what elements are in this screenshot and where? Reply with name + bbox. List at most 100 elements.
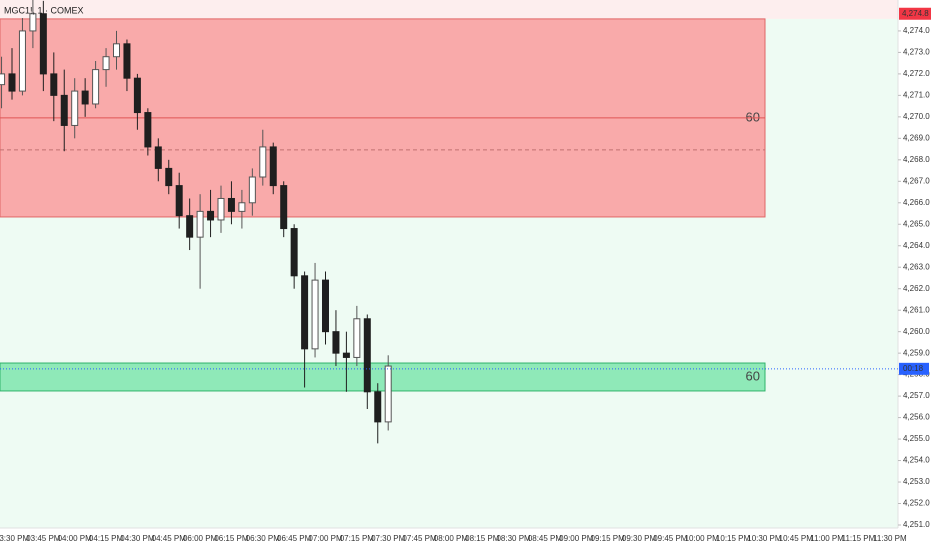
candle-body — [259, 146, 267, 178]
candle-body — [363, 318, 371, 393]
candle-body — [8, 73, 16, 92]
plot-layer: 60 60 — [0, 0, 898, 444]
x-tick-label: 11:30 PM — [873, 534, 907, 543]
x-tick-label: 08:30 PM — [496, 534, 531, 543]
candle-body — [311, 279, 319, 350]
candle-body — [384, 365, 392, 423]
candle-body — [165, 167, 173, 187]
candle-body — [81, 90, 89, 105]
candle-body — [39, 13, 47, 75]
candle-body — [238, 202, 246, 212]
x-tick-label: 04:00 PM — [58, 534, 93, 543]
candle-body — [353, 318, 361, 358]
y-tick-label: 4,265.0 — [903, 219, 930, 228]
candle-body — [71, 90, 79, 126]
candle-body — [342, 352, 350, 358]
chart-title: MGC1!, 1 · COMEX — [4, 5, 84, 15]
price-tag-label: 4,274.8 — [902, 9, 929, 18]
y-tick-label: 4,270.0 — [903, 112, 930, 121]
x-tick-label: 10:45 PM — [779, 534, 814, 543]
x-tick-label: 07:30 PM — [371, 534, 406, 543]
countdown-label: 00:18 — [903, 364, 924, 373]
y-tick-label: 4,255.0 — [903, 434, 930, 443]
upper-background — [0, 0, 898, 19]
x-tick-label: 08:15 PM — [465, 534, 500, 543]
x-tick-label: 09:45 PM — [653, 534, 688, 543]
x-tick-label: 03:45 PM — [26, 534, 61, 543]
zone-label: 60 — [746, 368, 760, 383]
candle-body — [269, 146, 277, 187]
candle-body — [60, 94, 68, 126]
y-tick-label: 4,264.0 — [903, 241, 930, 250]
candle-body — [332, 331, 340, 354]
x-tick-label: 09:30 PM — [622, 534, 657, 543]
y-tick-label: 4,261.0 — [903, 305, 930, 314]
x-tick-label: 06:15 PM — [214, 534, 249, 543]
candle-body — [227, 197, 235, 212]
x-tick-label: 10:30 PM — [747, 534, 782, 543]
x-tick-label: 04:15 PM — [89, 534, 124, 543]
candle-body — [133, 77, 141, 114]
zone — [0, 362, 766, 392]
x-tick-label: 06:00 PM — [183, 534, 218, 543]
x-tick-label: 10:15 PM — [716, 534, 751, 543]
candle-body — [29, 13, 37, 32]
x-tick-label: 08:00 PM — [434, 534, 469, 543]
candle-body — [154, 146, 162, 169]
x-tick-label: 11:00 PM — [810, 534, 844, 543]
y-tick-label: 4,254.0 — [903, 456, 930, 465]
x-tick-label: 03:30 PM — [0, 534, 29, 543]
x-tick-label: 06:45 PM — [277, 534, 312, 543]
candle-body — [217, 197, 225, 221]
x-tick-label: 08:45 PM — [528, 534, 563, 543]
candle-body — [113, 43, 120, 58]
zone-label: 60 — [746, 109, 760, 124]
y-tick-label: 4,262.0 — [903, 284, 930, 293]
y-tick-label: 4,271.0 — [903, 90, 930, 99]
candle-body — [92, 69, 100, 105]
last-price-tag — [899, 362, 929, 375]
candle-body — [280, 185, 288, 230]
candle-body — [196, 210, 204, 238]
y-tick-label: 4,253.0 — [903, 477, 930, 486]
x-tick-label: 04:30 PM — [120, 534, 155, 543]
candle-body — [301, 275, 309, 350]
y-tick-label: 4,256.0 — [903, 413, 930, 422]
x-tick-label: 11:15 PM — [842, 534, 876, 543]
x-tick-label: 06:30 PM — [246, 534, 281, 543]
x-tick-label: 07:00 PM — [308, 534, 343, 543]
candle-body — [186, 215, 194, 238]
y-tick-label: 4,273.0 — [903, 48, 930, 57]
y-tick-label: 4,263.0 — [903, 262, 930, 271]
y-tick-label: 4,267.0 — [903, 176, 930, 185]
y-tick-label: 4,274.0 — [903, 26, 930, 35]
candle-body — [290, 228, 298, 277]
candle-body — [144, 112, 152, 148]
x-tick-label: 09:15 PM — [591, 534, 626, 543]
candle-body — [207, 210, 215, 221]
y-tick-label: 4,266.0 — [903, 198, 930, 207]
y-tick-label: 4,260.0 — [903, 327, 930, 336]
y-tick-label: 4,259.0 — [903, 348, 930, 357]
candle-body — [175, 185, 183, 217]
candle-body — [374, 391, 382, 423]
candle-body — [50, 73, 58, 96]
x-tick-label: 09:00 PM — [559, 534, 594, 543]
x-tick-label: 07:45 PM — [402, 534, 437, 543]
candle-body — [123, 43, 131, 79]
price-tag — [899, 7, 931, 20]
candle-body — [0, 73, 6, 86]
y-tick-label: 4,252.0 — [903, 499, 930, 508]
candle-body — [248, 176, 256, 204]
x-tick-label: 04:45 PM — [152, 534, 187, 543]
candle-body — [18, 30, 26, 92]
y-tick-label: 4,269.0 — [903, 133, 930, 142]
y-tick-label: 4,257.0 — [903, 391, 930, 400]
y-tick-label: 4,251.0 — [903, 520, 930, 529]
candle-body — [322, 279, 329, 333]
y-tick-label: 4,268.0 — [903, 155, 930, 164]
x-tick-label: 10:00 PM — [685, 534, 720, 543]
candle-body — [102, 56, 110, 71]
